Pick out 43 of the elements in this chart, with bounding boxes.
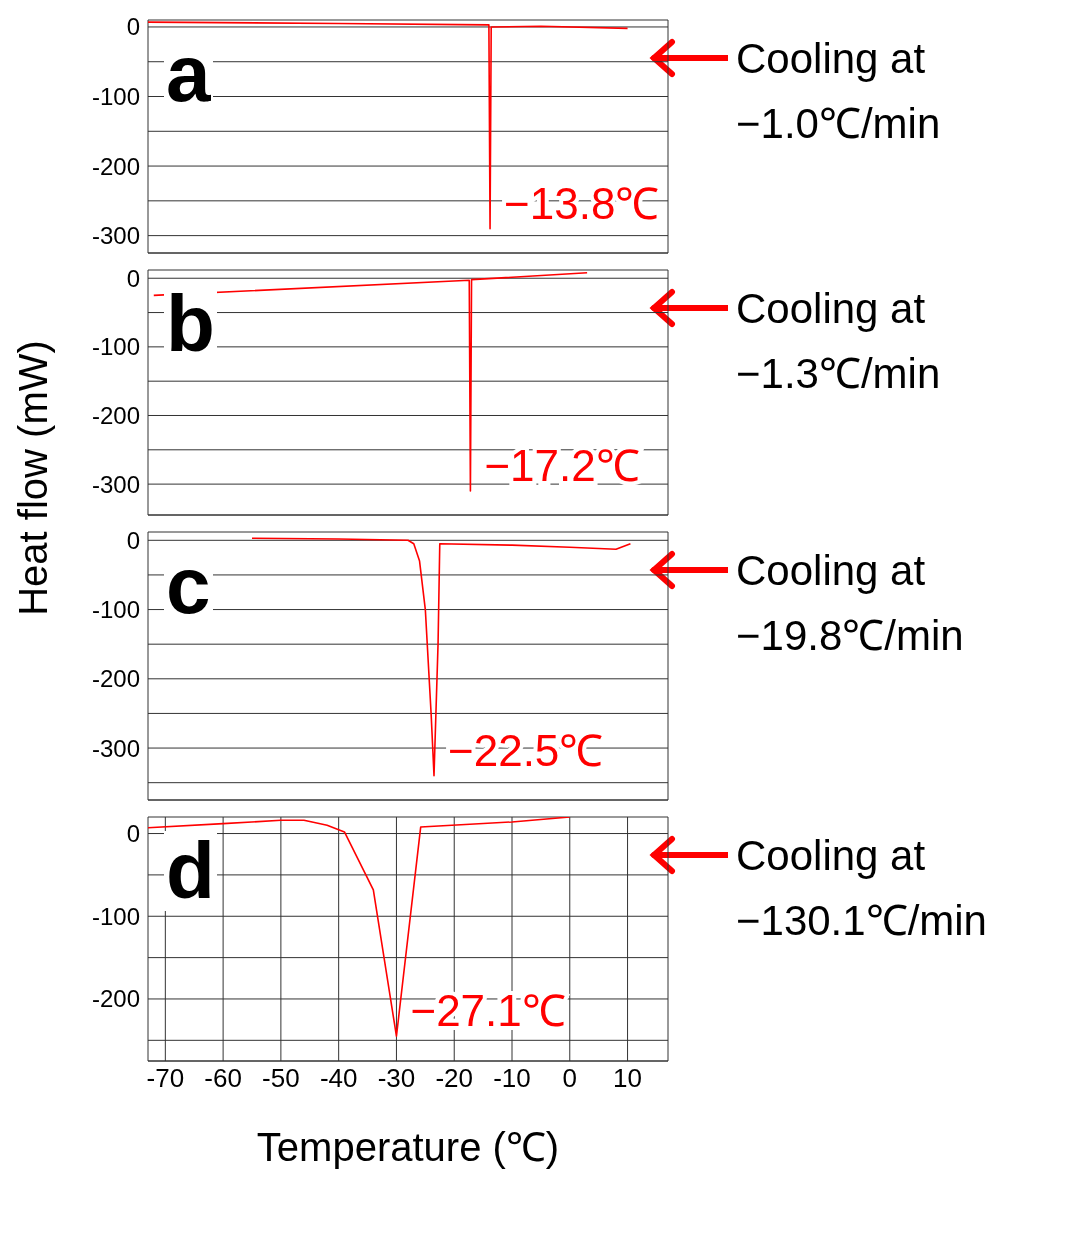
y-tick-label: -100 xyxy=(91,902,140,930)
y-tick-label: -200 xyxy=(91,152,140,180)
x-tick-label: -40 xyxy=(319,1063,358,1094)
y-tick-label: -200 xyxy=(91,985,140,1013)
y-tick-label: 0 xyxy=(126,820,140,848)
y-tick-label: -100 xyxy=(91,333,140,361)
text: Cooling at xyxy=(736,831,927,881)
x-tick-label: -70 xyxy=(146,1063,185,1094)
x-tick-label: 10 xyxy=(613,1063,643,1094)
y-tick-label: -100 xyxy=(91,596,140,624)
x-tick-label: -60 xyxy=(204,1063,242,1094)
y-axis-title: Heat flow (mW) xyxy=(10,340,56,616)
text: −1.0℃/min xyxy=(736,99,941,150)
x-tick-label: -10 xyxy=(493,1063,531,1094)
y-tick-label: 0 xyxy=(126,264,140,292)
y-tick-label: -100 xyxy=(91,83,140,111)
x-tick-label: 0 xyxy=(562,1063,578,1094)
x-tick-label: -50 xyxy=(262,1063,300,1094)
x-axis-title: Temperature (℃) xyxy=(256,1125,560,1169)
y-tick-label: -200 xyxy=(91,402,140,430)
text: Cooling at xyxy=(736,546,927,596)
y-tick-label: 0 xyxy=(126,13,140,41)
text: −1.3℃/min xyxy=(736,349,941,400)
y-tick-label: -200 xyxy=(91,665,140,693)
x-tick-label: -20 xyxy=(435,1063,474,1094)
chart-title: c xyxy=(165,541,212,630)
text: −130.1℃/min xyxy=(736,896,987,947)
y-tick-label: 0 xyxy=(126,526,140,554)
text: −19.8℃/min xyxy=(736,611,964,662)
chart-title: b xyxy=(165,279,216,368)
annotation: −13.8℃ xyxy=(504,178,660,228)
y-tick-label: -300 xyxy=(91,222,140,250)
text: Cooling at xyxy=(736,284,927,334)
chart-title: a xyxy=(165,29,212,118)
y-tick-label: -300 xyxy=(91,734,140,762)
line-series xyxy=(251,537,632,777)
y-tick-label: -300 xyxy=(91,470,140,498)
x-tick-label: -30 xyxy=(377,1063,416,1094)
annotation: −17.2℃ xyxy=(484,440,640,490)
annotation: −22.5℃ xyxy=(448,725,604,775)
chart-title: d xyxy=(165,826,216,915)
line-series xyxy=(148,817,571,1037)
text: Cooling at xyxy=(736,34,927,84)
